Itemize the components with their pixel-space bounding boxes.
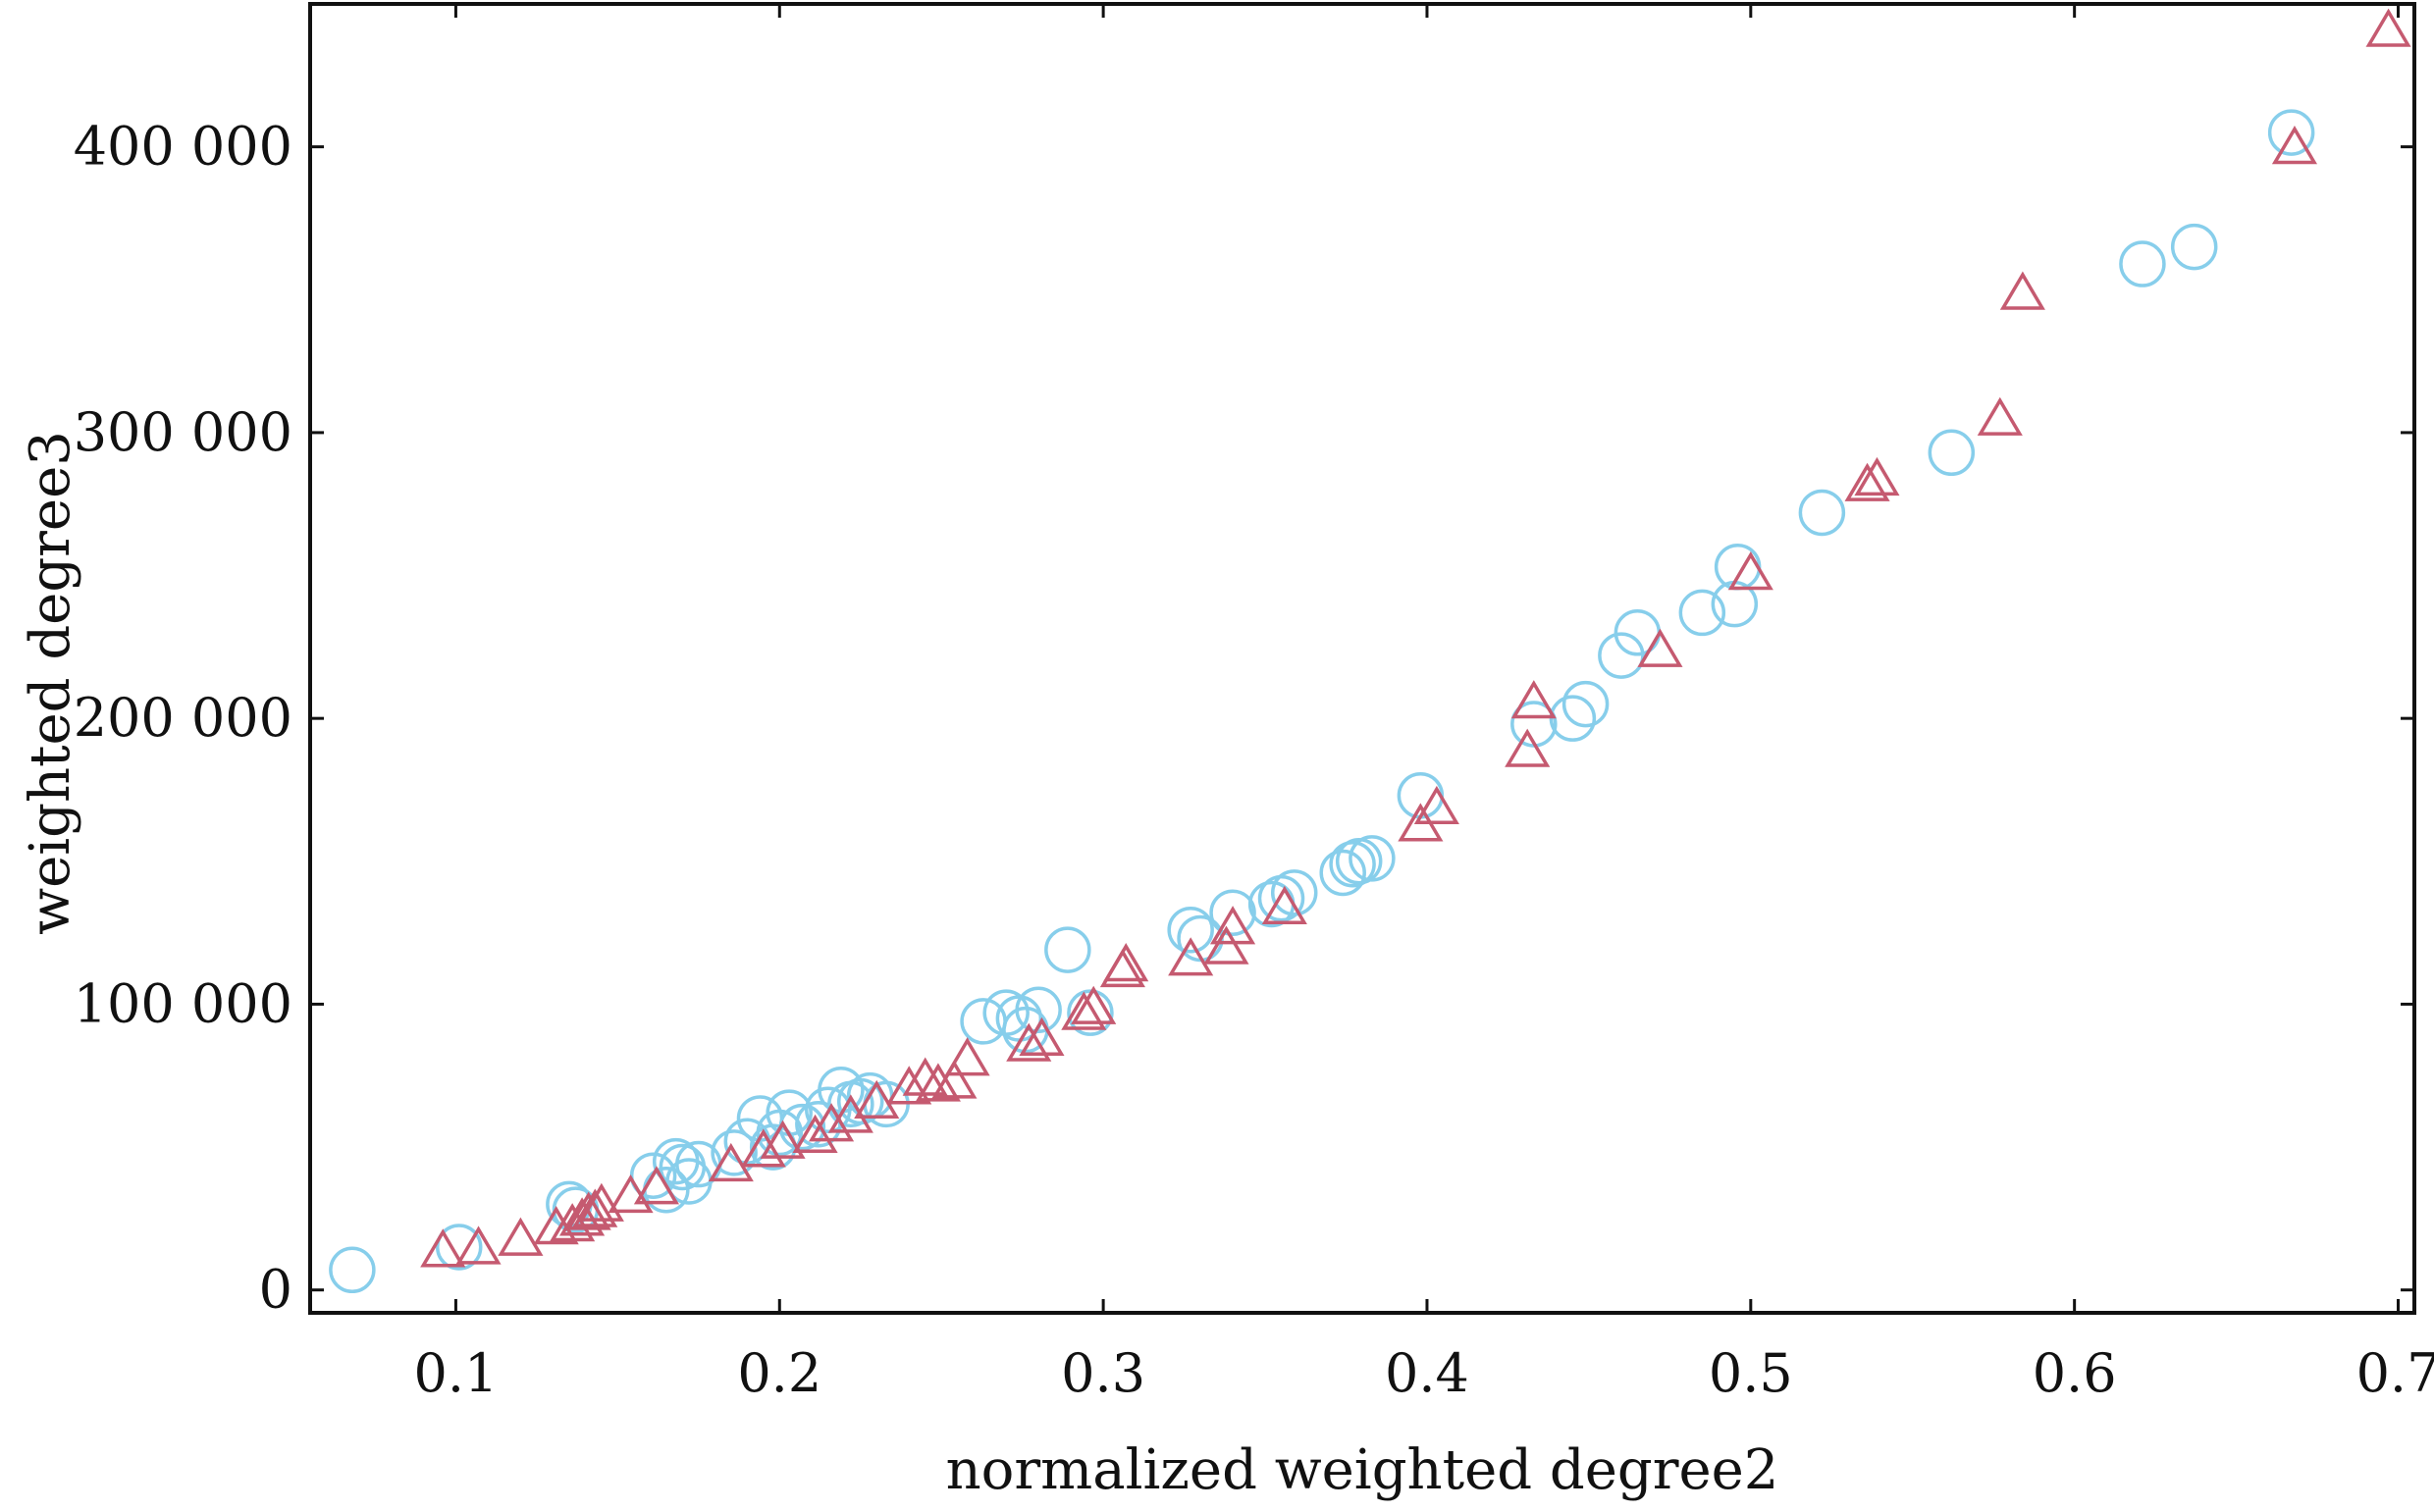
circle-point bbox=[1067, 989, 1114, 1036]
circle-point bbox=[1349, 835, 1396, 882]
x-tick-label: 0.7 bbox=[2356, 1342, 2434, 1404]
triangle-point bbox=[559, 1197, 606, 1236]
circle-point bbox=[1678, 589, 1726, 637]
circle-point bbox=[711, 1129, 758, 1176]
y-tick-label: 200 000 bbox=[74, 687, 292, 749]
data-marks bbox=[329, 8, 2411, 1294]
triangle-point bbox=[550, 1203, 596, 1242]
circle-point bbox=[1598, 632, 1645, 679]
triangle-point bbox=[740, 1128, 786, 1168]
triangle-point bbox=[1071, 985, 1117, 1024]
circle-point bbox=[1928, 429, 1976, 477]
circle-point bbox=[1561, 680, 1610, 728]
triangle-point bbox=[902, 1057, 948, 1096]
triangle-point bbox=[1505, 728, 1551, 767]
y-tick-label: 0 bbox=[259, 1259, 292, 1321]
circle-point bbox=[2267, 109, 2315, 156]
triangle-point bbox=[808, 1103, 855, 1142]
circle-point bbox=[1270, 869, 1318, 916]
circle-point bbox=[2170, 223, 2218, 271]
triangle-point bbox=[498, 1217, 544, 1256]
triangle-point bbox=[792, 1114, 838, 1153]
triangle-point bbox=[1637, 628, 1683, 667]
x-tick-label: 0.4 bbox=[1385, 1342, 1469, 1404]
triangle-point bbox=[931, 1060, 978, 1099]
circle-point bbox=[1397, 772, 1445, 819]
circle-point bbox=[1015, 986, 1062, 1034]
triangle-point bbox=[1413, 785, 1459, 825]
x-tick-label: 0.3 bbox=[1061, 1342, 1145, 1404]
circle-point bbox=[2119, 240, 2166, 287]
triangle-point bbox=[1844, 462, 1890, 501]
x-axis-ticks: 0.1 0.2 0.3 0.4 0.5 0.6 0.7 bbox=[413, 4, 2434, 1404]
circle-point bbox=[435, 1224, 483, 1271]
triangle-point bbox=[1019, 1017, 1065, 1056]
triangle-point bbox=[827, 1094, 873, 1133]
triangle-point bbox=[1999, 271, 2045, 310]
y-axis-ticks: 0 100 000 200 000 300 000 400 000 bbox=[74, 116, 2414, 1321]
x-axis-title: normalized weighted degree2 bbox=[946, 1438, 1779, 1502]
x-tick-label: 0.1 bbox=[413, 1342, 498, 1404]
triangle-point bbox=[420, 1228, 466, 1268]
y-tick-label: 100 000 bbox=[74, 972, 292, 1034]
y-tick-label: 400 000 bbox=[74, 116, 292, 178]
triangle-point bbox=[578, 1182, 624, 1222]
triangle-point bbox=[1727, 551, 1773, 591]
circle-point bbox=[1549, 695, 1597, 742]
x-tick-label: 0.5 bbox=[1709, 1342, 1793, 1404]
triangle-point bbox=[1510, 680, 1557, 719]
triangle-point bbox=[1854, 456, 1900, 496]
triangle-point bbox=[1261, 885, 1307, 924]
circle-point bbox=[329, 1246, 376, 1294]
triangle-point bbox=[1977, 396, 2023, 436]
triangle-point bbox=[1203, 925, 1249, 965]
triangle-point bbox=[633, 1166, 679, 1205]
x-tick-label: 0.6 bbox=[2033, 1342, 2117, 1404]
y-axis-title: weighted degree3 bbox=[19, 431, 82, 935]
circle-point bbox=[1319, 849, 1366, 897]
triangle-point bbox=[2365, 8, 2411, 47]
triangle-point bbox=[886, 1066, 932, 1105]
triangle-point bbox=[1103, 943, 1149, 982]
y-tick-label: 300 000 bbox=[74, 401, 292, 463]
circle-point bbox=[1209, 889, 1256, 936]
triangle-point bbox=[1168, 937, 1214, 976]
triangle-point bbox=[708, 1142, 754, 1182]
triangle-point bbox=[1061, 991, 1107, 1030]
circle-point bbox=[629, 1152, 677, 1199]
circle-point bbox=[1044, 926, 1091, 973]
circle-point bbox=[1798, 489, 1846, 537]
triangle-point bbox=[1210, 906, 1256, 945]
triangle-point bbox=[455, 1225, 502, 1265]
triangle-point bbox=[760, 1120, 806, 1159]
circle-point bbox=[836, 1077, 884, 1125]
triangle-point bbox=[1006, 1022, 1052, 1062]
circle-point bbox=[1329, 840, 1376, 888]
triangle-point bbox=[565, 1191, 611, 1230]
triangle-point bbox=[572, 1188, 618, 1227]
circle-point bbox=[1167, 906, 1214, 954]
x-tick-label: 0.2 bbox=[737, 1342, 821, 1404]
triangle-point bbox=[915, 1063, 961, 1102]
plot-frame bbox=[308, 2, 2416, 1315]
triangle-point bbox=[944, 1037, 990, 1076]
triangle-point bbox=[854, 1079, 900, 1120]
triangle-point bbox=[2271, 126, 2318, 165]
